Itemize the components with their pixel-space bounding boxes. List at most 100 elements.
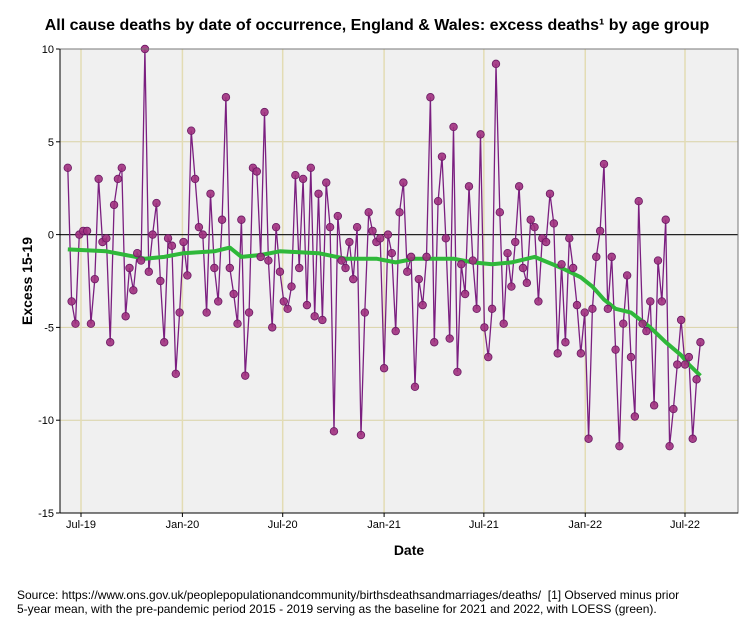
data-point (391, 326, 400, 336)
data-point (572, 300, 582, 310)
data-point (291, 171, 300, 180)
data-point (507, 282, 516, 291)
data-point (148, 230, 157, 239)
data-point (661, 215, 670, 224)
data-point (306, 163, 316, 172)
data-point (426, 93, 435, 102)
data-point (67, 297, 76, 306)
data-point (183, 271, 192, 280)
data-point (82, 226, 92, 236)
data-point (283, 304, 292, 314)
data-point (241, 371, 250, 380)
data-point (345, 237, 354, 247)
data-point (86, 319, 96, 328)
data-point (71, 319, 80, 328)
x-tick-label: Jan-20 (166, 519, 200, 531)
y-tick-label: -10 (38, 415, 54, 427)
data-point (271, 222, 281, 232)
data-point (514, 182, 524, 191)
data-point (113, 174, 123, 184)
data-point (653, 256, 663, 265)
data-point (179, 237, 188, 247)
data-point (657, 297, 667, 306)
data-point (565, 234, 574, 243)
data-point (244, 308, 254, 317)
y-axis-label: Excess 15-19 (19, 237, 35, 325)
data-point (472, 304, 481, 314)
data-point (302, 300, 312, 310)
data-point (626, 352, 636, 362)
data-point (252, 167, 261, 176)
data-point (279, 297, 289, 306)
data-point (449, 122, 458, 132)
data-point (460, 289, 470, 299)
data-point (349, 274, 358, 284)
data-point (129, 286, 138, 295)
data-point (106, 338, 115, 347)
data-point (491, 59, 501, 69)
data-point (322, 178, 331, 187)
data-point (229, 289, 238, 299)
data-point (210, 263, 219, 273)
data-point (117, 163, 126, 172)
data-point (530, 222, 539, 232)
data-point (275, 267, 285, 276)
data-point (221, 93, 231, 102)
data-point (233, 319, 242, 328)
data-point (360, 308, 370, 317)
data-point (476, 130, 485, 139)
data-point (329, 427, 339, 436)
data-point (187, 126, 196, 135)
loess-line (67, 245, 702, 378)
data-point (526, 215, 535, 224)
data-point (484, 352, 493, 362)
data-point (638, 319, 647, 328)
data-point (445, 334, 454, 343)
data-point (649, 401, 659, 410)
x-axis-label: Date (394, 542, 425, 558)
data-point (198, 230, 207, 239)
data-point (364, 208, 373, 217)
data-point (468, 256, 478, 265)
data-point (94, 174, 103, 184)
data-point (595, 226, 605, 236)
data-point (144, 267, 153, 276)
y-tick-label: 10 (42, 44, 54, 56)
data-point (156, 276, 165, 286)
data-point (441, 234, 451, 243)
data-point (580, 308, 589, 317)
data-point (634, 196, 643, 206)
data-point (422, 252, 431, 262)
data-point (268, 323, 277, 332)
data-point (406, 252, 416, 262)
data-point (688, 434, 697, 443)
x-tick-label: Jan-21 (367, 519, 401, 531)
data-point (453, 367, 462, 377)
data-point (403, 267, 412, 276)
data-point (310, 312, 319, 321)
data-point (592, 252, 601, 262)
data-point (237, 215, 246, 224)
data-point (194, 222, 204, 232)
data-point (295, 263, 304, 273)
data-point (549, 219, 559, 228)
data-point (646, 297, 655, 306)
data-point (534, 297, 543, 306)
data-point (314, 189, 323, 198)
y-tick-label: -15 (38, 508, 54, 520)
data-point (665, 441, 674, 451)
data-point (464, 182, 474, 191)
data-point (518, 263, 528, 273)
data-point (341, 263, 350, 273)
data-point (588, 304, 597, 314)
data-point (457, 260, 466, 269)
source-line-2: 5-year mean, with the pre-pandemic perio… (17, 602, 657, 616)
data-point (522, 278, 532, 288)
y-tick-label: 5 (48, 137, 54, 149)
data-point (487, 304, 497, 314)
data-point (673, 360, 682, 369)
data-point (376, 234, 385, 243)
x-tick-label: Jul-20 (268, 519, 298, 531)
data-point (136, 256, 146, 265)
data-point (696, 338, 705, 347)
